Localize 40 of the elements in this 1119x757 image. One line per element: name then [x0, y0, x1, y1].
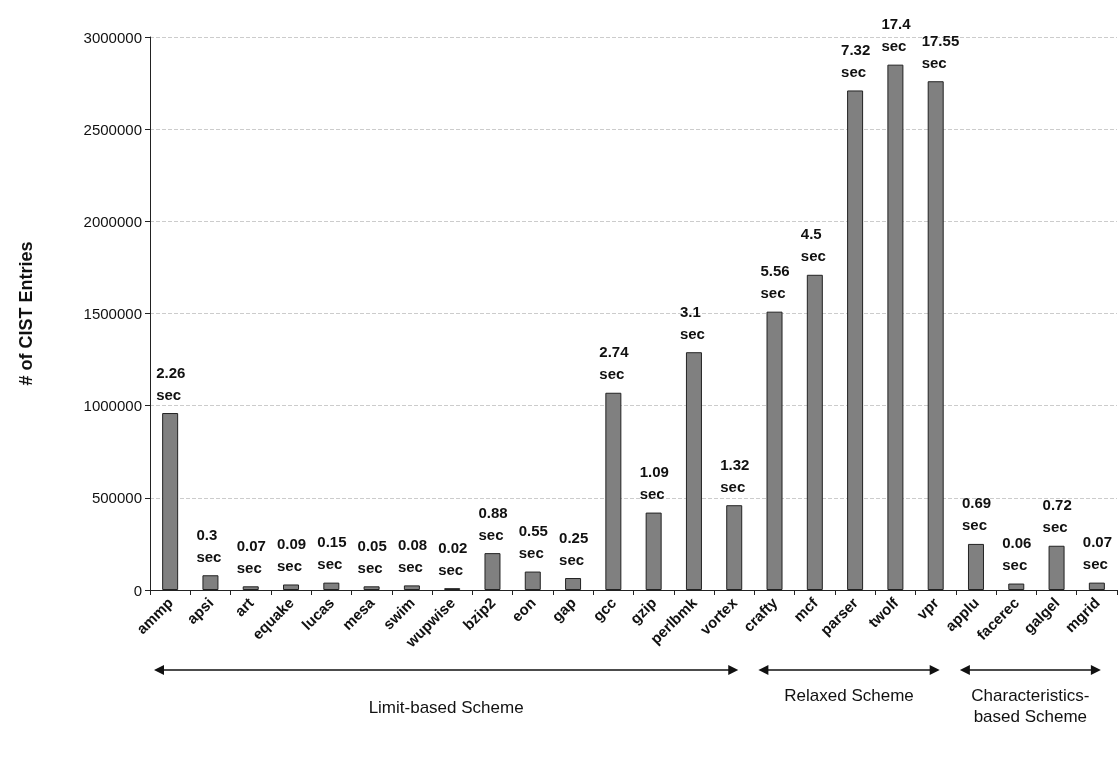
annotation: 3.1 sec — [679, 302, 705, 342]
y-tick-label: 3000000 — [83, 28, 142, 46]
annotation: 2.74 sec — [599, 343, 630, 383]
annotation: 0.88 sec — [478, 503, 508, 543]
text: Limit-based Scheme — [367, 697, 525, 718]
y-axis-title: # of CIST Entries — [16, 241, 36, 386]
annotation: 0.06 sec — [1002, 534, 1032, 574]
annotation: 0.07 sec — [236, 536, 266, 576]
x-tick-label: vpr — [913, 593, 942, 623]
annotation: 7.32 sec — [841, 40, 871, 80]
text: Relaxed Scheme — [783, 685, 915, 706]
y-tick-label: 1500000 — [83, 305, 142, 322]
annotation: 0.15 sec — [317, 533, 347, 573]
text: Characteristics-based Scheme — [970, 685, 1091, 727]
annotation: 0.07 sec — [1082, 533, 1113, 573]
y-tick-label: 0 — [133, 581, 142, 599]
annotation: 0.55 sec — [518, 522, 548, 562]
annotation: 17.55 sec — [921, 31, 960, 71]
annotation: 1.09 sec — [639, 463, 669, 503]
x-tick-label: gcc — [589, 593, 620, 625]
annotation: 17.4 sec — [881, 15, 912, 55]
annotation: 0.72 sec — [1042, 496, 1072, 536]
annotation: 0.3 sec — [196, 525, 222, 565]
annotation: 0.09 sec — [277, 534, 307, 574]
x-tick-label: gap — [548, 593, 580, 625]
annotation: 4.5 sec — [800, 225, 826, 265]
x-tick-label: art — [231, 593, 257, 620]
annotation: 5.56 sec — [760, 262, 790, 302]
annotation: 0.05 sec — [357, 536, 387, 576]
y-tick-label: 2000000 — [83, 212, 142, 230]
annotation: 0.69 sec — [961, 494, 992, 534]
y-tick-label: 1000000 — [83, 397, 142, 415]
annotation: 2.26 sec — [156, 363, 186, 403]
y-tick-label: 2500000 — [83, 120, 142, 138]
x-tick-label: eon — [507, 593, 539, 625]
annotation: 0.25 sec — [559, 528, 589, 568]
annotation: 0.08 sec — [397, 535, 428, 575]
annotation: 1.32 sec — [720, 455, 750, 495]
annotation: 0.02 sec — [438, 538, 468, 578]
y-tick-label: 500000 — [91, 489, 142, 507]
